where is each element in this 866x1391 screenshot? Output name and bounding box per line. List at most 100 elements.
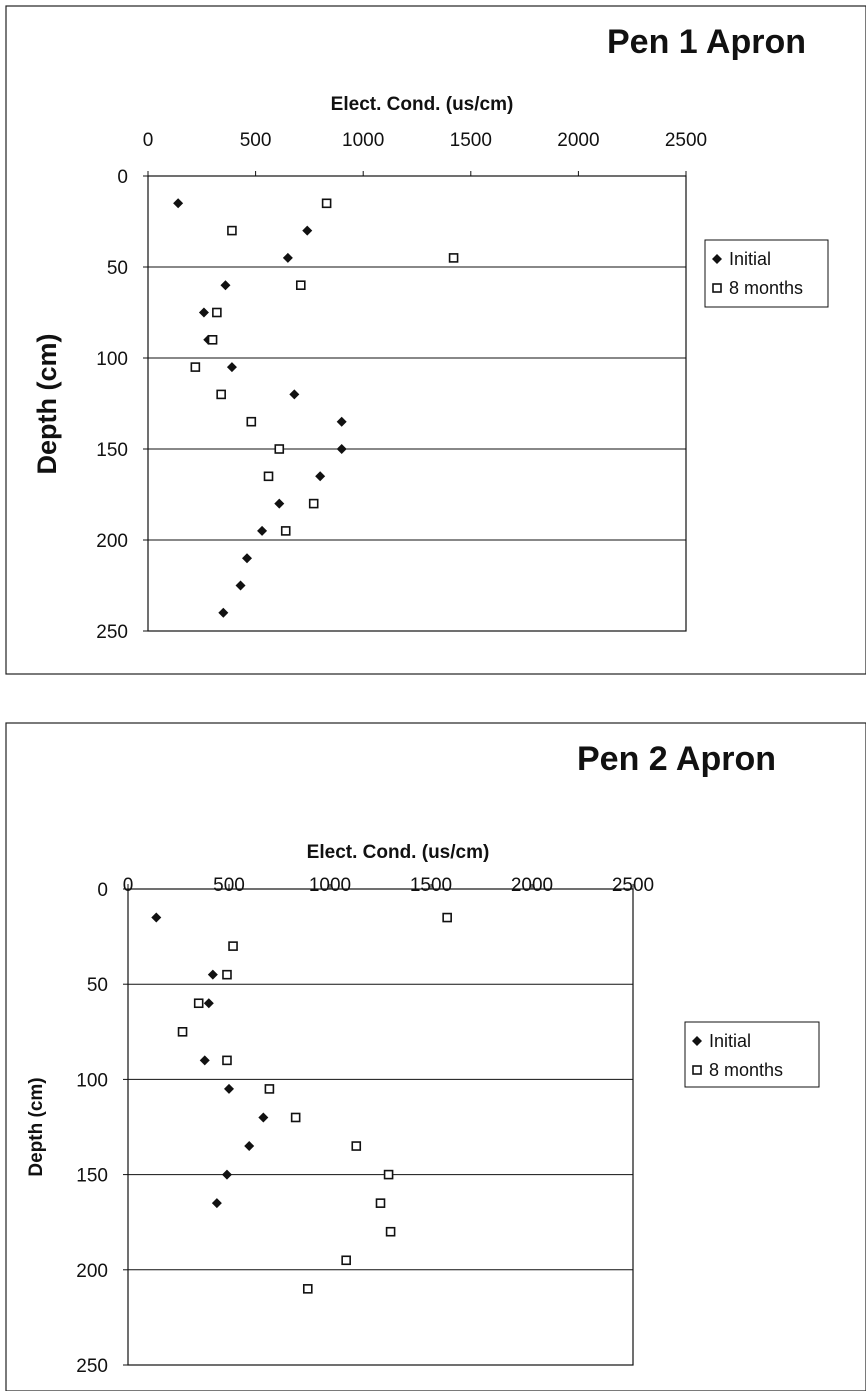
- x-tick-label: 2000: [557, 130, 599, 151]
- data-point: [221, 1169, 232, 1180]
- chart-title: Pen 1 Apron: [607, 23, 806, 61]
- data-point: [258, 1112, 269, 1123]
- y-tick-label: 150: [76, 1166, 108, 1187]
- data-point: [220, 280, 231, 291]
- x-tick-label: 500: [213, 875, 245, 896]
- data-point: [198, 307, 209, 318]
- data-point: [226, 362, 237, 373]
- legend-box: [684, 1021, 820, 1088]
- y-tick-label: 250: [76, 1356, 108, 1377]
- legend-marker: [692, 1036, 702, 1046]
- legend-marker: [692, 1065, 702, 1075]
- plot-area: [147, 175, 687, 632]
- series-initial: [151, 912, 269, 1209]
- legend-box: [704, 239, 829, 308]
- x-tick-label: 0: [143, 130, 154, 151]
- data-point: [216, 389, 226, 400]
- data-point: [308, 498, 319, 509]
- chart-frame: [5, 5, 866, 675]
- y-tick-label: 100: [76, 1070, 108, 1091]
- legend-label: 8 months: [709, 1060, 783, 1080]
- data-point: [151, 912, 162, 923]
- data-point: [241, 553, 252, 564]
- x-tick-label: 0: [123, 875, 134, 896]
- data-point: [207, 969, 218, 980]
- x-axis-label: Elect. Cond. (us/cm): [331, 94, 514, 115]
- y-tick-label: 50: [107, 258, 128, 279]
- y-tick-label: 150: [96, 440, 128, 461]
- data-point: [295, 280, 306, 291]
- y-tick-label: 200: [76, 1261, 108, 1282]
- y-tick-label: 50: [87, 975, 108, 996]
- data-point: [442, 912, 452, 923]
- data-point: [302, 1284, 313, 1294]
- data-point: [290, 1112, 301, 1123]
- data-point: [315, 471, 326, 482]
- x-axis-label: Elect. Cond. (us/cm): [307, 842, 490, 863]
- data-point: [274, 444, 285, 454]
- data-point: [375, 1198, 386, 1208]
- legend: Initial 8 months: [684, 1021, 820, 1088]
- chart-frame: [5, 722, 866, 1391]
- data-point: [199, 1055, 210, 1066]
- legend-marker: [712, 254, 722, 264]
- legend-label: 8 months: [729, 278, 803, 298]
- data-point: [222, 969, 232, 980]
- y-axis-label: Depth (cm): [26, 1077, 47, 1176]
- data-point: [336, 416, 347, 427]
- data-point: [227, 225, 237, 236]
- series-8-months: [190, 198, 459, 536]
- data-point: [203, 998, 214, 1009]
- chart-title: Pen 2 Apron: [577, 740, 776, 778]
- data-point: [280, 526, 291, 536]
- legend-label: Initial: [709, 1031, 751, 1051]
- legend-marker: [712, 283, 722, 293]
- x-tick-label: 1500: [410, 875, 452, 896]
- y-tick-label: 100: [96, 349, 128, 370]
- x-tick-label: 1500: [450, 130, 492, 151]
- data-point: [212, 307, 222, 318]
- data-point: [257, 525, 268, 536]
- data-point: [235, 580, 246, 591]
- y-tick-label: 0: [117, 167, 128, 188]
- y-tick-label: 250: [96, 622, 128, 643]
- data-point: [383, 1169, 394, 1180]
- data-point: [246, 416, 257, 427]
- data-point: [177, 1027, 188, 1037]
- data-point: [274, 498, 285, 509]
- chart-panel-2: 0 500 1000 1500 2000 2500 0 50 100 150 200 250 Pen 2…: [5, 722, 866, 1391]
- data-point: [173, 198, 184, 209]
- data-point: [190, 362, 201, 372]
- data-point: [321, 198, 332, 209]
- legend: Initial 8 months: [704, 239, 829, 308]
- series-initial: [173, 198, 347, 618]
- legend-label: Initial: [729, 249, 771, 269]
- x-tick-label: 1000: [342, 130, 384, 151]
- data-point: [218, 607, 229, 618]
- data-point: [211, 1198, 222, 1209]
- data-point: [207, 334, 218, 345]
- data-point: [193, 998, 204, 1009]
- data-point: [282, 252, 293, 263]
- data-point: [302, 225, 313, 236]
- data-point: [448, 253, 459, 263]
- x-tick-label: 2000: [511, 875, 553, 896]
- y-axis-label: Depth (cm): [32, 334, 62, 475]
- data-point: [224, 1083, 234, 1094]
- data-point: [244, 1141, 255, 1152]
- data-point: [289, 389, 300, 400]
- x-tick-label: 500: [240, 130, 272, 151]
- x-tick-label: 2500: [665, 130, 707, 151]
- plot-area: [127, 888, 634, 1366]
- chart-panel-1: 0 500 1000 1500 2000 2500 0 50 100 150 200 250 Pen 1…: [5, 5, 866, 675]
- x-tick-label: 1000: [309, 875, 351, 896]
- data-point: [385, 1226, 396, 1237]
- data-point: [228, 941, 238, 951]
- data-point: [351, 1141, 362, 1151]
- x-tick-label: 2500: [612, 875, 654, 896]
- data-point: [336, 444, 347, 454]
- series-8-months: [177, 912, 452, 1294]
- y-tick-label: 0: [97, 880, 108, 901]
- data-point: [264, 1084, 275, 1094]
